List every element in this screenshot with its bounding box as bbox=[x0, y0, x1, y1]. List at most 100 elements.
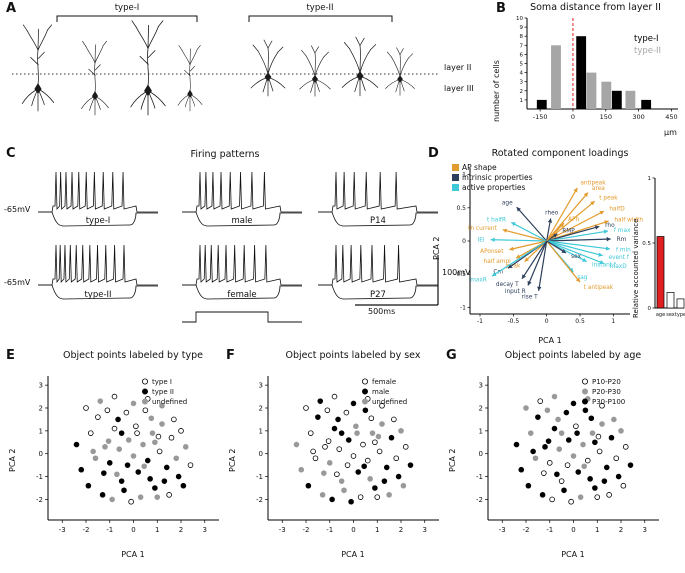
layer2-label: layer II bbox=[444, 63, 472, 72]
legend-label: P30-P100 bbox=[592, 398, 625, 406]
data-point bbox=[611, 416, 617, 423]
biplot-ylabel: PCA 2 bbox=[432, 236, 441, 260]
data-point bbox=[618, 428, 624, 434]
data-point bbox=[111, 425, 118, 432]
data-point bbox=[109, 496, 115, 503]
type2-group-label: type-II bbox=[306, 3, 334, 13]
variance-category-label: sex bbox=[666, 312, 675, 318]
arrowhead bbox=[599, 211, 604, 215]
tick-label: -150 bbox=[533, 113, 548, 121]
data-point bbox=[87, 430, 94, 436]
type1-neuron bbox=[177, 45, 203, 112]
data-point bbox=[573, 423, 579, 430]
tick-label: 2 bbox=[259, 405, 263, 413]
tick-label: 0 bbox=[648, 306, 652, 312]
data-point bbox=[130, 453, 137, 459]
loading-arrow bbox=[546, 240, 605, 265]
data-point bbox=[345, 437, 352, 443]
data-point bbox=[348, 498, 354, 505]
data-point bbox=[577, 494, 584, 500]
voltage-scalebar-label: 100mV bbox=[442, 268, 471, 277]
data-point bbox=[622, 444, 629, 450]
loading-label: t antipeak bbox=[584, 285, 614, 291]
data-point bbox=[118, 478, 125, 484]
tick-label: 0 bbox=[39, 450, 43, 458]
arrowhead bbox=[516, 207, 521, 212]
arrowhead bbox=[590, 201, 595, 206]
arrowhead bbox=[594, 225, 600, 230]
variance-ylabel: Relative accounted variance bbox=[632, 218, 640, 318]
data-point bbox=[570, 453, 577, 459]
spiking-trace bbox=[318, 244, 438, 286]
histogram-ylabel: number of cells bbox=[492, 60, 501, 122]
data-point bbox=[361, 463, 367, 470]
data-point bbox=[518, 466, 525, 473]
data-point bbox=[568, 498, 574, 505]
legend-label: type II bbox=[152, 388, 174, 396]
tick-label: 0 bbox=[462, 238, 466, 245]
data-point bbox=[601, 478, 608, 484]
type1-bracket bbox=[56, 15, 198, 22]
loading-arrow bbox=[502, 229, 547, 242]
loading-label: APonset bbox=[480, 249, 504, 255]
spiking-trace bbox=[38, 244, 158, 286]
type1-neuron bbox=[21, 24, 55, 112]
loading-arrow bbox=[490, 239, 547, 242]
tick-label: -1 bbox=[326, 526, 333, 534]
scatter-sex-xlabel: PCA 1 bbox=[341, 550, 365, 559]
data-point bbox=[319, 492, 326, 498]
data-point bbox=[596, 448, 603, 455]
tick-label: -1 bbox=[546, 526, 553, 534]
data-point bbox=[402, 444, 409, 450]
data-point bbox=[558, 478, 565, 484]
data-point bbox=[549, 496, 555, 503]
tick-label: 1 bbox=[259, 427, 263, 435]
legend-marker bbox=[142, 378, 149, 385]
tick-label: -0.5 bbox=[507, 318, 519, 325]
tick-label: 3 bbox=[259, 382, 263, 390]
data-point bbox=[171, 416, 177, 423]
data-point bbox=[393, 455, 400, 462]
data-point bbox=[388, 434, 395, 441]
data-point bbox=[92, 455, 99, 462]
data-point bbox=[564, 462, 571, 468]
hyperpolarizing-trace bbox=[318, 211, 438, 227]
loadings-title: Rotated component loadings bbox=[491, 148, 629, 159]
arrowhead bbox=[492, 272, 497, 277]
histogram-title: Soma distance from layer II bbox=[530, 2, 661, 13]
hist-bar bbox=[586, 72, 597, 109]
data-point bbox=[544, 407, 551, 414]
data-point bbox=[364, 457, 371, 464]
intrinsic-swatch bbox=[452, 173, 459, 181]
spiking-trace bbox=[38, 171, 158, 213]
data-point bbox=[563, 409, 570, 416]
accounted-variance-chart: 0 0.5 1 age sex type bbox=[642, 176, 685, 318]
data-point bbox=[305, 482, 312, 489]
panel-f-letter: F bbox=[226, 348, 235, 363]
legend-marker bbox=[362, 388, 369, 395]
data-point bbox=[368, 415, 375, 422]
data-point bbox=[104, 407, 111, 414]
hist-bar bbox=[551, 45, 561, 109]
arrowhead bbox=[522, 274, 527, 279]
data-point bbox=[570, 400, 577, 407]
data-point bbox=[85, 482, 92, 489]
loading-arrow bbox=[527, 240, 548, 286]
scatter-sex-ylabel: PCA 2 bbox=[228, 448, 237, 472]
biplot-xlabel: PCA 1 bbox=[538, 336, 562, 345]
variance-bar bbox=[666, 292, 675, 309]
data-point bbox=[407, 462, 414, 468]
loading-label: instant f bbox=[592, 262, 617, 268]
data-point bbox=[293, 441, 300, 448]
data-point bbox=[180, 482, 187, 489]
data-point bbox=[580, 441, 586, 448]
data-point bbox=[594, 494, 601, 500]
tick-label: 2 bbox=[39, 405, 43, 413]
tick-label: 450 bbox=[665, 113, 677, 121]
data-point bbox=[154, 494, 161, 500]
tick-label: 0.5 bbox=[642, 241, 651, 247]
data-point bbox=[105, 438, 112, 444]
data-point bbox=[341, 487, 347, 494]
